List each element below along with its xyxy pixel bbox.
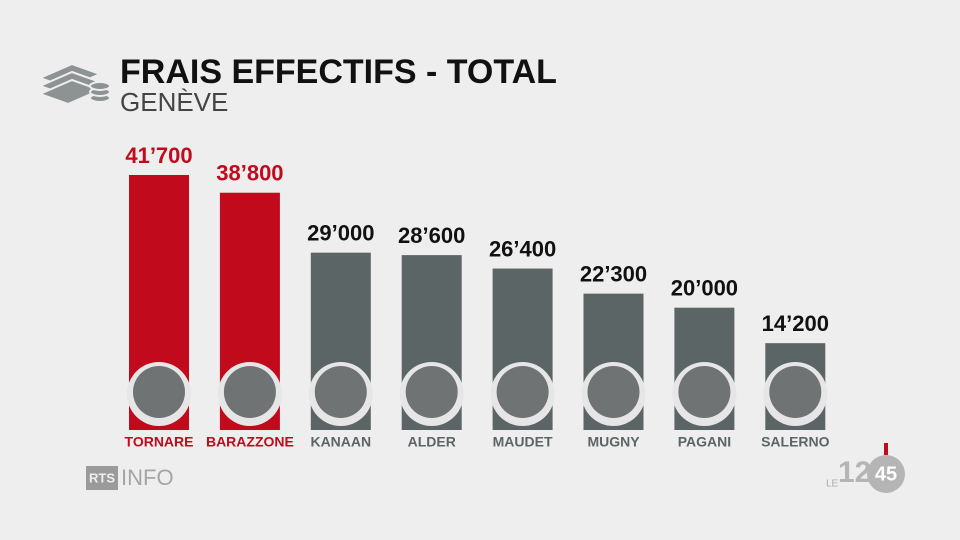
category-label: KANAAN xyxy=(310,434,371,450)
chart-title: FRAIS EFFECTIFS - TOTAL xyxy=(120,53,557,91)
show-logo: LE 12 45 xyxy=(826,443,905,493)
money-icon xyxy=(37,62,111,106)
value-label: 26’400 xyxy=(489,236,556,261)
clock-hand xyxy=(884,443,888,455)
portrait-face xyxy=(405,366,458,418)
category-label: BARAZZONE xyxy=(206,434,294,450)
rts-logo: RTS INFO xyxy=(86,465,174,490)
logo-channel: RTS xyxy=(89,470,115,485)
portrait-face xyxy=(314,366,367,418)
category-label: TORNARE xyxy=(125,434,194,450)
value-label: 38’800 xyxy=(216,161,283,186)
category-label: SALERNO xyxy=(761,434,830,450)
show-minutes: 45 xyxy=(875,463,897,485)
chart-subtitle: GENÈVE xyxy=(120,87,228,117)
show-prefix: LE xyxy=(826,479,839,490)
portrait-face xyxy=(496,366,549,418)
value-label: 41’700 xyxy=(125,143,192,168)
logo-box xyxy=(86,466,118,490)
value-label: 20’000 xyxy=(671,276,738,301)
category-label: PAGANI xyxy=(678,434,731,450)
value-label: 14’200 xyxy=(762,311,829,336)
portrait-face xyxy=(678,366,731,418)
portrait-face xyxy=(769,366,822,418)
category-label: MUGNY xyxy=(587,434,640,450)
value-label: 28’600 xyxy=(398,223,465,248)
clock xyxy=(867,455,905,493)
category-label: MAUDET xyxy=(493,434,553,450)
portrait-face xyxy=(587,366,640,418)
category-label: ALDER xyxy=(408,434,456,450)
portrait-face xyxy=(133,366,185,418)
value-label: 29’000 xyxy=(307,220,374,245)
value-label: 22’300 xyxy=(580,261,647,286)
show-hours: 12 xyxy=(838,456,871,489)
logo-program: INFO xyxy=(121,465,174,490)
portrait-face xyxy=(223,366,276,418)
